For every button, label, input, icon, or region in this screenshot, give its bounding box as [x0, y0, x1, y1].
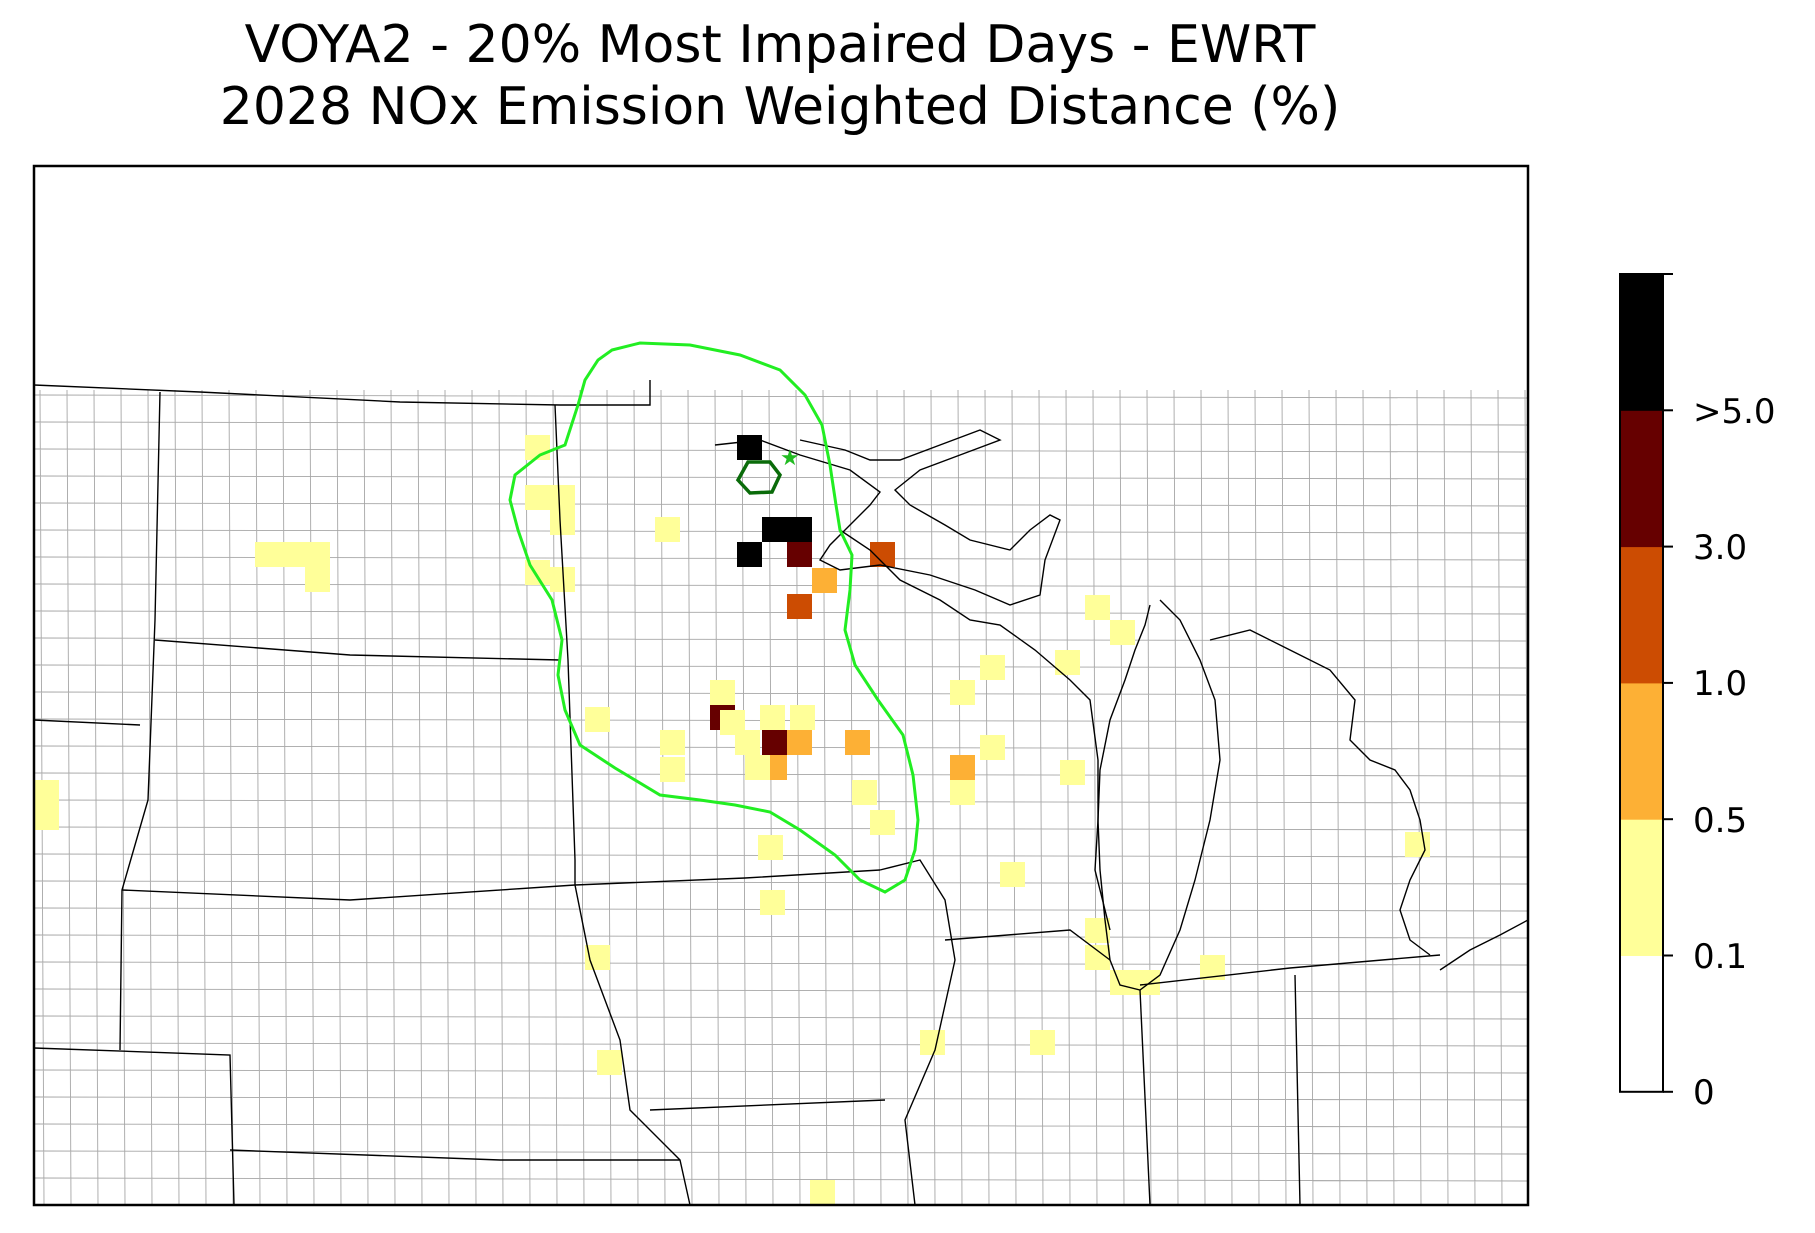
grid-cell: [745, 755, 770, 780]
grid-cell: [762, 517, 787, 542]
grid-cell: [760, 705, 785, 730]
map-title: VOYA2 - 20% Most Impaired Days - EWRT 20…: [0, 14, 1560, 138]
grid-cell: [1085, 595, 1110, 620]
lake-erie-shoreline: [1439, 919, 1528, 971]
grid-cell: [525, 485, 550, 510]
state-boundary-line: [944, 929, 1111, 961]
grid-cells: [34, 435, 1430, 1205]
grid-cell: [1110, 620, 1135, 645]
colorbar-tick-label: 0.1: [1693, 937, 1748, 977]
grid-cell: [585, 707, 610, 732]
grid-cell: [1110, 970, 1135, 995]
grid-cell: [980, 655, 1005, 680]
grid-cell: [787, 542, 812, 567]
grid-cell: [980, 735, 1005, 760]
grid-cell: [758, 835, 783, 860]
state-boundary-line: [649, 1099, 886, 1111]
grid-cell: [255, 542, 280, 567]
lake-superior-shoreline: [714, 429, 1061, 606]
state-boundary-line: [1294, 974, 1301, 1205]
grid-cell: [735, 730, 760, 755]
colorbar-tick-label: 0: [1693, 1073, 1715, 1113]
grid-cell: [1405, 832, 1430, 857]
map-area: ★: [34, 166, 1528, 1205]
grid-cell: [787, 594, 812, 619]
grid-cell: [305, 542, 330, 567]
outer-contour: [508, 341, 920, 894]
grid-cell: [1000, 862, 1025, 887]
grid-cell: [1135, 970, 1160, 995]
grid-cell: [597, 1050, 622, 1075]
colorbar: [1619, 273, 1673, 1093]
grid-cell: [812, 568, 837, 593]
grid-cell: [787, 517, 812, 542]
inner-contour: [735, 460, 783, 495]
grid-cell: [305, 567, 330, 592]
colorbar-segment: [1620, 682, 1663, 820]
grid-cell: [950, 755, 975, 780]
site-star-icon: ★: [780, 446, 800, 471]
grid-cell: [550, 485, 575, 510]
state-boundary-line: [574, 884, 691, 1205]
grid-cell: [660, 757, 685, 782]
state-boundary-line: [34, 1047, 235, 1205]
grid-cell: [655, 517, 680, 542]
grid-cell: [845, 730, 870, 755]
grid-cell: [34, 805, 59, 830]
colorbar-segment: [1620, 819, 1663, 956]
lake-michigan-shoreline: [1097, 599, 1221, 991]
state-boundary-line: [119, 391, 161, 1051]
colorbar-tick-label: 1.0: [1693, 664, 1748, 704]
title-line-2: 2028 NOx Emission Weighted Distance (%): [219, 77, 1341, 137]
grid-cell: [280, 542, 305, 567]
state-boundary-line: [1139, 989, 1151, 1205]
colorbar-tick-label: 3.0: [1693, 528, 1748, 568]
grid-cell: [762, 730, 787, 755]
grid-cell: [550, 510, 575, 535]
grid-cell: [737, 542, 762, 567]
state-boundary-line: [554, 404, 576, 885]
title-line-1: VOYA2 - 20% Most Impaired Days - EWRT: [244, 15, 1316, 75]
grid-cell: [660, 730, 685, 755]
grid-cell: [870, 810, 895, 835]
grid-cell: [737, 435, 762, 460]
grid-cell: [920, 1030, 945, 1055]
grid-cell: [790, 705, 815, 730]
grid-cell: [950, 680, 975, 705]
grid-cell: [710, 680, 735, 705]
colorbar-segment: [1620, 546, 1663, 684]
grid-cell: [852, 780, 877, 805]
state-boundary-line: [1139, 954, 1441, 986]
colorbar-tick-label: 0.5: [1693, 801, 1748, 841]
grid-cell: [1030, 1030, 1055, 1055]
state-boundary-line: [34, 380, 651, 406]
state-boundary-line: [229, 1149, 680, 1161]
state-boundary-line: [34, 719, 141, 726]
grid-cell: [950, 780, 975, 805]
grid-cell: [810, 1180, 835, 1205]
map-background: [34, 166, 1528, 1205]
map-frame: [32, 164, 1530, 1207]
michigan-lower-peninsula-shoreline: [1209, 629, 1431, 956]
state-boundary-line: [879, 859, 956, 1205]
state-boundary-line: [154, 639, 561, 661]
colorbar-tick-label: >5.0: [1693, 392, 1776, 432]
colorbar-segment: [1620, 410, 1663, 548]
grid-cell: [34, 780, 59, 805]
grid-cell: [1060, 760, 1085, 785]
grid-cell: [585, 945, 610, 970]
grid-cell: [787, 730, 812, 755]
colorbar-segment: [1620, 955, 1663, 1093]
grid-cell: [760, 890, 785, 915]
colorbar-segment: [1620, 274, 1663, 411]
